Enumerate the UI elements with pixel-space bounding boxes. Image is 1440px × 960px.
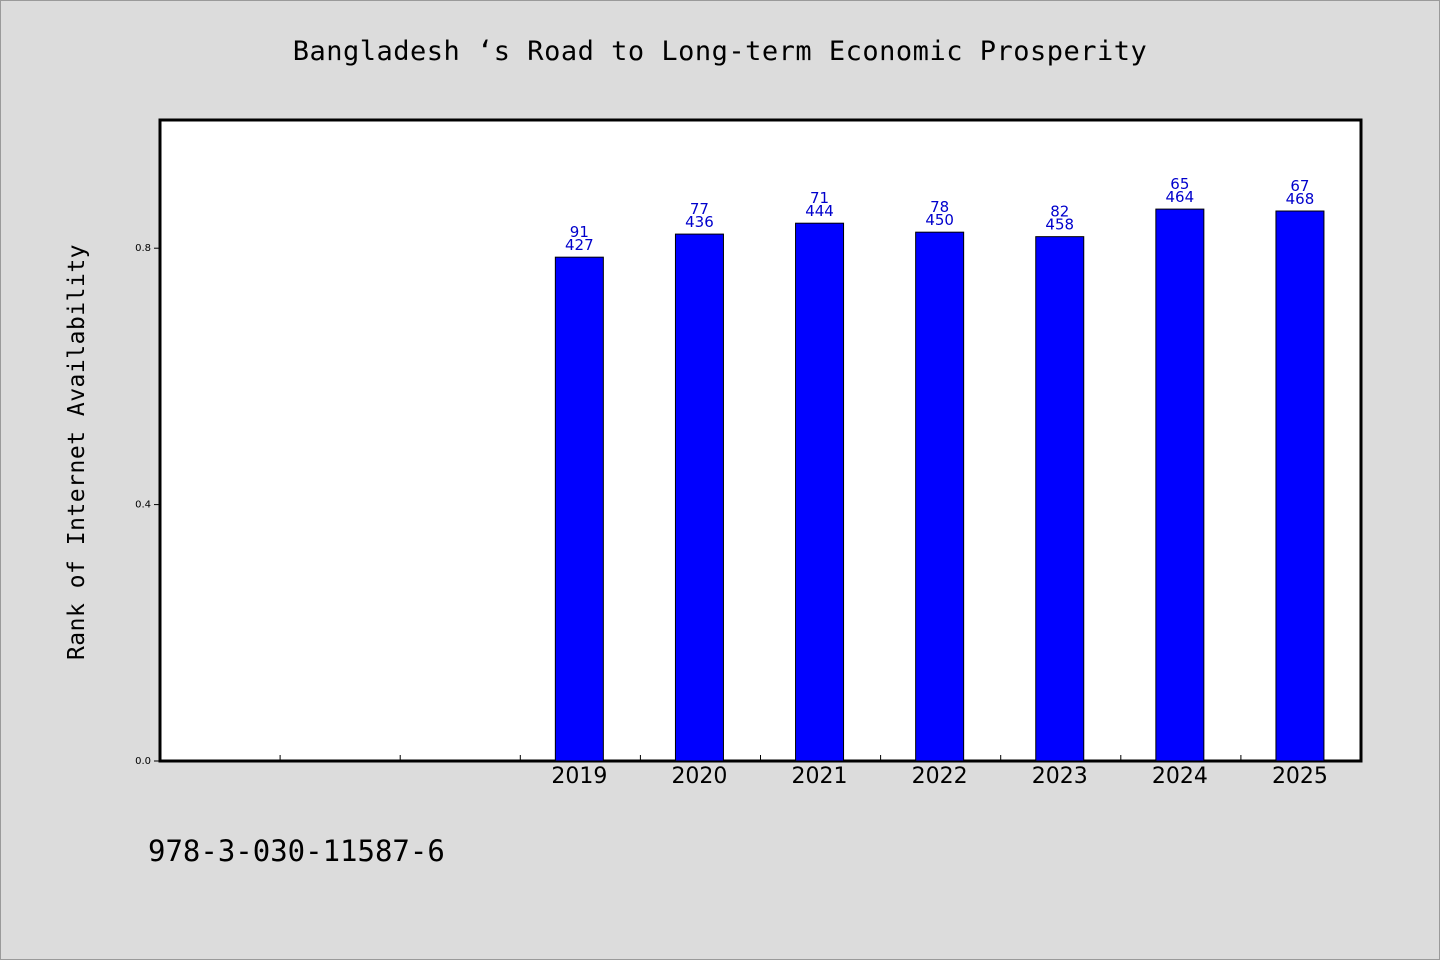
y-tick-label: 0.0	[135, 756, 151, 767]
chart-title: Bangladesh ‘s Road to Long-term Economic…	[292, 36, 1148, 67]
y-tick-label: 0.4	[135, 500, 151, 511]
bars-layer	[554, 208, 1325, 762]
data-label-bottom-2024: 464	[1166, 188, 1195, 206]
data-label-top-2020: 77	[690, 200, 709, 218]
bar-2020	[674, 233, 724, 762]
bar-2021	[795, 222, 845, 762]
y-tick-label: 0.8	[135, 243, 151, 254]
data-label-top-2019: 91	[570, 223, 589, 241]
data-label-bottom-2022: 450	[925, 211, 954, 229]
data-label-top-2022: 78	[930, 198, 949, 216]
bar-2023	[1035, 236, 1085, 762]
data-label-top-2023: 82	[1050, 203, 1069, 221]
bar-2024	[1155, 208, 1205, 762]
data-label-top-2024: 65	[1170, 175, 1189, 193]
bar-2025	[1275, 210, 1325, 762]
data-label-bottom-2023: 458	[1045, 216, 1074, 234]
x-tick-label-2020: 2020	[671, 764, 727, 789]
ticks-layer	[154, 247, 1242, 762]
x-tick-label-2024: 2024	[1152, 764, 1208, 789]
x-tick-label-2023: 2023	[1032, 764, 1088, 789]
x-tick-label-2022: 2022	[912, 764, 968, 789]
bar-2019	[554, 256, 604, 762]
labels-layer: 0.00.40.89142720197743620207144420217845…	[135, 175, 1328, 789]
data-label-top-2025: 67	[1290, 177, 1309, 195]
y-axis-label: Rank of Internet Availability	[64, 243, 90, 661]
data-label-bottom-2025: 468	[1286, 190, 1315, 208]
bar-2022	[915, 231, 965, 762]
x-tick-label-2025: 2025	[1272, 764, 1328, 789]
data-label-bottom-2019: 427	[565, 236, 594, 254]
x-tick-label-2019: 2019	[551, 764, 607, 789]
data-label-bottom-2021: 444	[805, 202, 834, 220]
isbn-footnote: 978-3-030-11587-6	[148, 834, 445, 868]
data-label-bottom-2020: 436	[685, 213, 714, 231]
data-label-top-2021: 71	[810, 189, 829, 207]
x-tick-label-2021: 2021	[792, 764, 848, 789]
